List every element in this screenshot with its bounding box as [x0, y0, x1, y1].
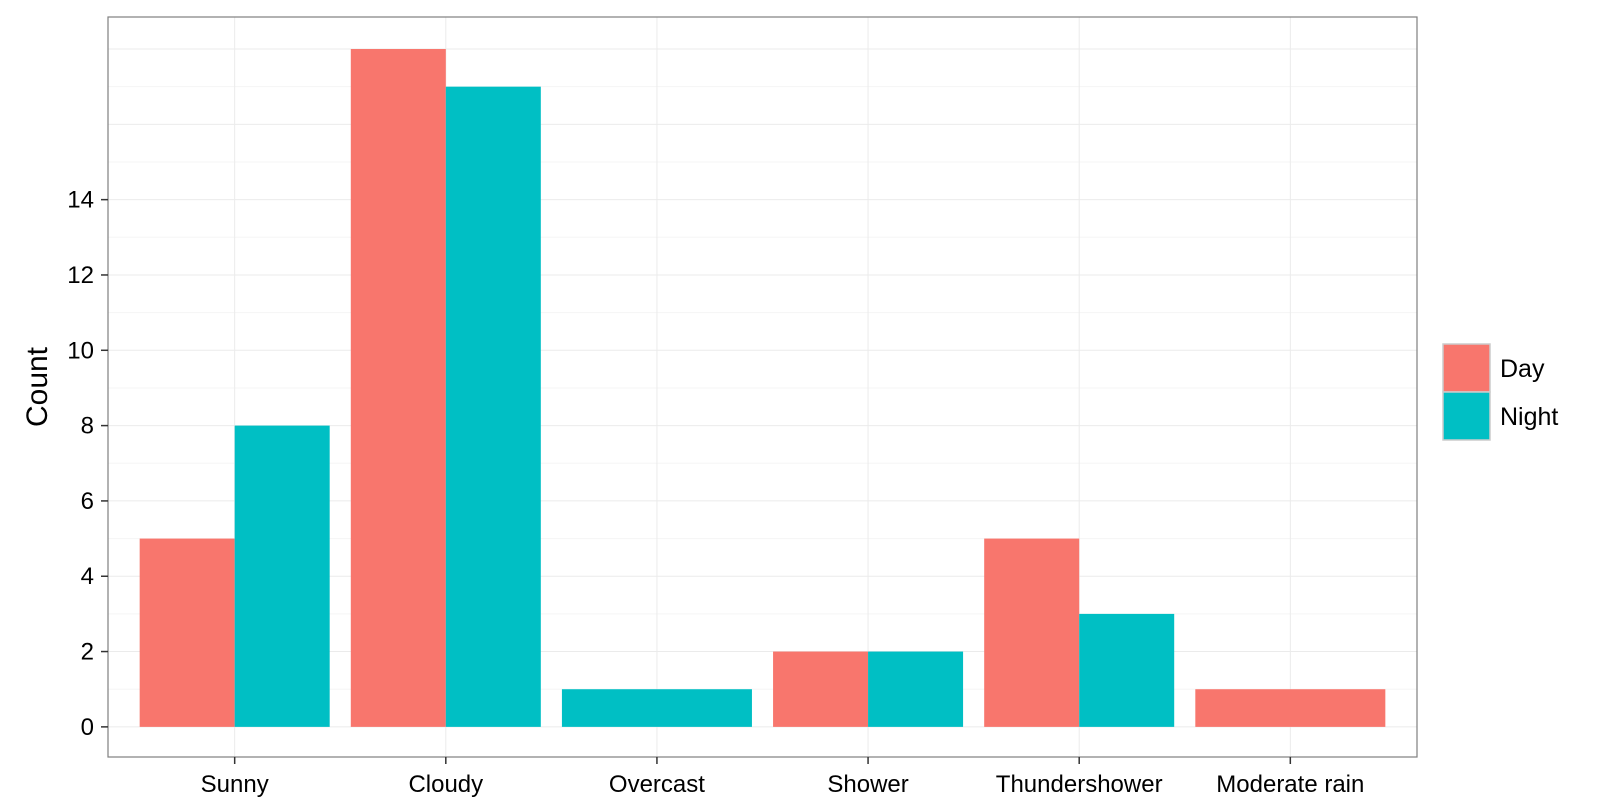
- x-tick-label: Shower: [827, 771, 908, 798]
- y-tick-label: 0: [81, 714, 94, 741]
- legend-key-day: [1442, 343, 1491, 393]
- bar-night-sunny: [234, 425, 330, 727]
- y-tick-label: 6: [81, 488, 94, 515]
- x-tick-label: Sunny: [201, 771, 269, 798]
- x-tick-label: Overcast: [609, 771, 705, 798]
- x-tick-label: Moderate rain: [1216, 771, 1364, 798]
- bar-night-shower: [868, 651, 964, 727]
- legend-label-night: Night: [1500, 403, 1558, 431]
- legend-label-day: Day: [1500, 355, 1545, 383]
- legend-key-night: [1442, 391, 1491, 441]
- bar-day-thundershower: [984, 538, 1080, 727]
- bar-day-shower: [773, 651, 869, 727]
- bar-day-cloudy: [350, 49, 446, 727]
- x-tick-label: Cloudy: [408, 771, 483, 798]
- y-tick-label: 10: [67, 337, 94, 364]
- bar-day-moderate-rain: [1195, 689, 1386, 727]
- bar-night-thundershower: [1079, 613, 1175, 727]
- y-tick-label: 2: [81, 639, 94, 666]
- y-axis-title: Count: [21, 346, 54, 427]
- y-tick-label: 12: [67, 262, 94, 289]
- x-tick-label: Thundershower: [996, 771, 1163, 798]
- y-tick-label: 14: [67, 187, 94, 214]
- y-axis: 0 2 4 6 8 10 12 14: [67, 187, 108, 741]
- bar-night-cloudy: [445, 86, 541, 727]
- legend: Day Night: [1442, 343, 1558, 441]
- panel-border: [107, 16, 1418, 758]
- bar-day-sunny: [139, 538, 235, 727]
- x-axis: Sunny Cloudy Overcast Shower Thundershower Mo…: [201, 757, 1364, 798]
- y-tick-label: 8: [81, 413, 94, 440]
- y-tick-label: 4: [81, 563, 94, 590]
- bar-night-overcast: [561, 689, 752, 727]
- bars: [139, 49, 1386, 727]
